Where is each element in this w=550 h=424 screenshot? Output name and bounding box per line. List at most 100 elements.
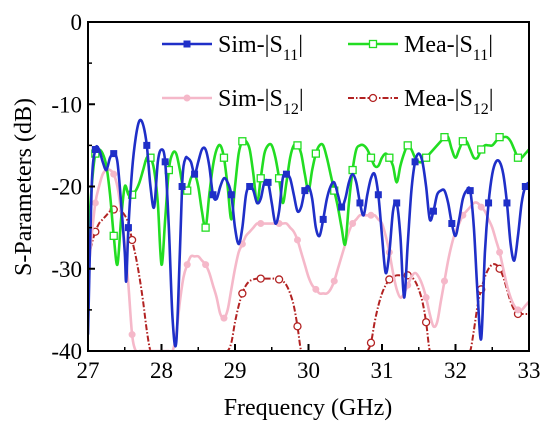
- series-2-marker: [202, 261, 210, 269]
- legend-label-tail: |: [298, 32, 303, 58]
- y-tick-label: -10: [51, 92, 82, 117]
- series-1: [88, 132, 529, 266]
- series-3-marker: [421, 318, 431, 327]
- series-2-marker: [496, 248, 504, 256]
- legend-label-tail: |: [489, 86, 494, 112]
- x-tick-label: 31: [371, 358, 394, 383]
- series-0-marker: [356, 199, 364, 207]
- series-1-marker: [348, 165, 357, 175]
- series-0-marker: [282, 170, 290, 178]
- series-1-marker: [201, 223, 210, 232]
- series-0-marker: [209, 191, 217, 199]
- series-1-marker: [368, 39, 378, 49]
- series-1-marker: [403, 141, 412, 150]
- series-1-marker: [513, 153, 523, 162]
- series-0-marker: [485, 199, 493, 207]
- series-0-marker: [91, 145, 99, 153]
- series-0-marker: [124, 224, 132, 232]
- series-2-marker: [477, 203, 485, 211]
- legend-label-subscript: 11: [283, 47, 298, 64]
- x-tick-label: 29: [224, 358, 247, 383]
- series-0-marker: [338, 203, 346, 211]
- series-1-marker: [366, 153, 376, 162]
- legend-label-subscript: 12: [473, 101, 489, 118]
- y-axis-title: S-Parameters (dB): [11, 98, 37, 276]
- series-3-marker: [238, 289, 247, 298]
- series-0-marker: [143, 141, 151, 149]
- series-2-marker: [183, 94, 191, 102]
- series-0-marker: [227, 191, 235, 199]
- series-1-marker: [477, 145, 486, 154]
- series-2-marker: [183, 261, 191, 269]
- series-3-marker: [127, 235, 137, 245]
- legend-label-main: Sim-|S: [218, 86, 283, 112]
- series-1-marker: [256, 174, 265, 183]
- x-tick-label: 33: [518, 358, 541, 383]
- series-1-marker: [183, 186, 192, 195]
- series-3-marker: [256, 274, 265, 283]
- y-tick-label: 0: [71, 10, 83, 35]
- legend-label-main: Mea-|S: [404, 86, 473, 112]
- series-0-marker: [191, 170, 199, 178]
- legend-label-subscript: 11: [473, 47, 488, 64]
- series-0-marker: [393, 199, 401, 207]
- legend-item-3: Mea-|S12|: [348, 86, 494, 118]
- legend-label: Sim-|S11|: [218, 32, 303, 64]
- series-2-marker: [312, 285, 320, 293]
- series-1-marker: [440, 132, 449, 142]
- series-1-marker: [495, 132, 504, 142]
- series-1-marker: [385, 153, 394, 162]
- legend: Sim-|S11| Mea-|S11|Sim-|S12| Mea-|S12|: [162, 32, 494, 118]
- series-0-marker: [448, 220, 456, 228]
- x-tick-label: 28: [150, 358, 173, 383]
- y-tick-label: -40: [51, 339, 82, 364]
- legend-label-main: Mea-|S: [404, 32, 473, 58]
- series-0-marker: [429, 207, 437, 215]
- series-0-marker: [183, 40, 191, 48]
- series-2-line: [88, 168, 529, 351]
- legend-item-1: Mea-|S11|: [348, 32, 493, 64]
- series-2-marker: [367, 211, 375, 219]
- series-2-marker: [110, 170, 118, 178]
- series-1-marker: [127, 190, 137, 199]
- series-0-marker: [301, 187, 309, 195]
- series-1-marker: [458, 137, 468, 146]
- x-tick-label: 27: [77, 358, 100, 383]
- legend-label-tail: |: [488, 32, 493, 58]
- series-0-marker: [319, 215, 327, 223]
- series-0-marker: [503, 199, 511, 207]
- series-1-marker: [421, 153, 431, 162]
- series-0-marker: [161, 158, 169, 166]
- series-3-marker: [293, 322, 302, 331]
- series-3-marker: [366, 338, 376, 347]
- y-tick-label: -30: [51, 257, 82, 282]
- series-1-marker: [109, 231, 118, 241]
- legend-label-main: Sim-|S: [218, 32, 283, 58]
- series-0-marker: [411, 158, 419, 166]
- series-2-marker: [91, 199, 99, 207]
- legend-item-2: Sim-|S12|: [162, 86, 304, 118]
- series-0-marker: [178, 183, 186, 190]
- series-2-marker: [422, 294, 430, 302]
- y-tick-label: -20: [51, 175, 82, 200]
- legend-label-subscript: 12: [283, 101, 299, 118]
- series-3-marker: [368, 93, 378, 103]
- series-0-marker: [246, 183, 254, 190]
- legend-label-tail: |: [299, 86, 304, 112]
- legend-label: Mea-|S12|: [404, 86, 494, 118]
- series-3-line: [88, 208, 529, 351]
- series-0-marker: [374, 191, 382, 199]
- series-1-marker: [311, 149, 321, 158]
- series-3-marker: [274, 275, 284, 284]
- series-0-marker: [521, 183, 529, 190]
- legend-item-0: Sim-|S11|: [162, 32, 303, 64]
- series-0-marker: [466, 187, 474, 195]
- series-1-marker: [238, 137, 247, 146]
- series-2-marker: [220, 314, 228, 322]
- series-2-marker: [293, 236, 301, 244]
- series-1-marker: [219, 153, 229, 162]
- series-1-line: [88, 134, 529, 266]
- axes-layer: 27 28 29 30 31 32 33 0 -10 -20 -30 -40: [51, 10, 540, 383]
